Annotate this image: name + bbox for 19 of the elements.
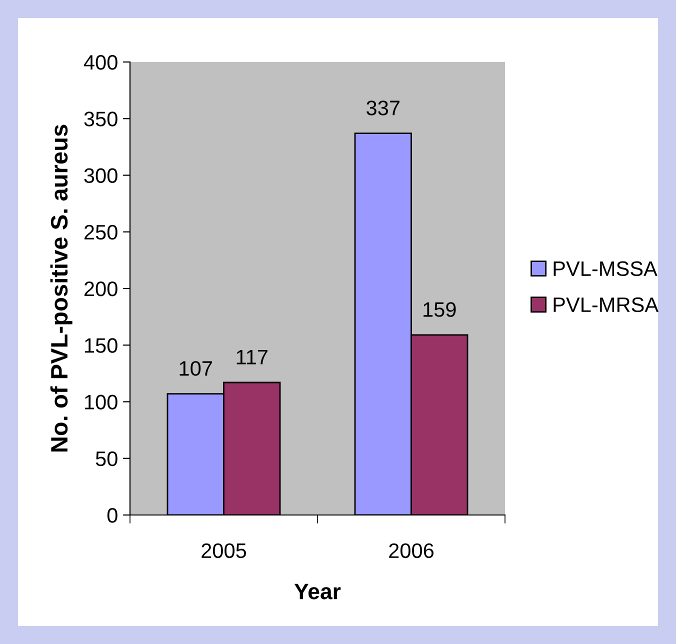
legend-label: PVL-MSSA bbox=[554, 261, 658, 276]
y-tick-label: 100 bbox=[85, 394, 118, 410]
y-tick-label: 300 bbox=[84, 168, 118, 184]
y-tick-label: 0 bbox=[107, 508, 118, 523]
data-label: 159 bbox=[424, 302, 456, 317]
legend-label: PVL-MRSA bbox=[554, 297, 659, 312]
data-label: 107 bbox=[180, 361, 212, 376]
y-tick-label: 350 bbox=[84, 112, 118, 126]
x-tick-label: 2006 bbox=[389, 543, 434, 558]
y-tick-label: 250 bbox=[84, 224, 118, 240]
y-tick-label: 50 bbox=[96, 451, 118, 466]
data-label: 117 bbox=[236, 350, 268, 364]
x-tick-label: 2005 bbox=[202, 543, 246, 558]
y-tick-label: 200 bbox=[84, 282, 118, 296]
x-axis-title: Year bbox=[294, 584, 341, 600]
data-label: 337 bbox=[366, 100, 400, 116]
y-tick-label: 400 bbox=[84, 55, 118, 70]
y-axis-title: No. of PVL-positive S. aureus bbox=[50, 124, 72, 452]
y-tick-label: 150 bbox=[85, 338, 118, 353]
